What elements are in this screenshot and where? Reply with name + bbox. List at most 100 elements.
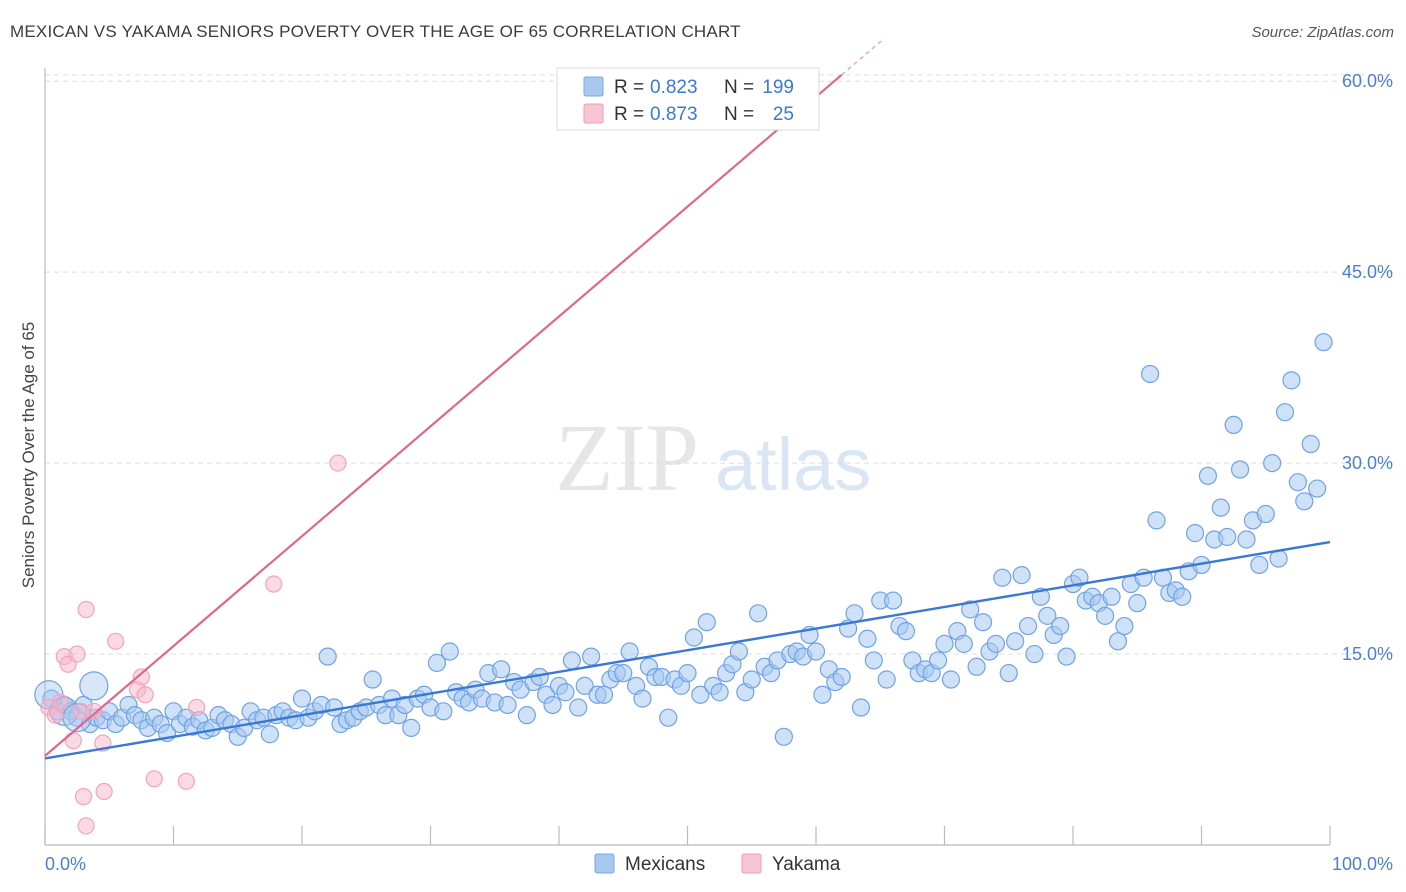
legend-swatch-mexicans <box>583 76 604 97</box>
mexicans-point <box>877 670 896 689</box>
mexicans-point <box>1211 498 1230 517</box>
mexicans-point <box>1006 632 1025 651</box>
y-axis-label: Seniors Poverty Over the Age of 65 <box>19 322 38 588</box>
mexicans-point <box>614 664 633 683</box>
mexicans-point <box>697 613 716 632</box>
mexicans-point <box>961 600 980 619</box>
yakama-point <box>145 770 163 788</box>
x-tick-label-0: 0.0% <box>45 854 86 874</box>
mexicans-point <box>1198 466 1218 485</box>
legend-swatch-yakama <box>583 103 604 124</box>
legend-r-label-2: R = <box>614 104 644 125</box>
mexicans-point <box>1275 403 1295 422</box>
mexicans-point <box>1070 568 1089 587</box>
mexicans-point <box>427 653 447 673</box>
mexicans-point <box>729 642 749 661</box>
yakama-point <box>95 782 113 801</box>
y-tick-label-3: 60.0% <box>1342 71 1393 91</box>
yakama-point <box>136 686 154 704</box>
mexicans-point <box>1018 616 1038 636</box>
mexicans-point <box>1263 454 1282 473</box>
mexicans-point <box>1224 415 1243 435</box>
mexicans-point <box>749 604 768 623</box>
mexicans-point <box>434 702 453 721</box>
yakama-point <box>68 645 86 663</box>
yakama-point <box>85 702 103 720</box>
mexicans-point <box>941 670 961 689</box>
mexicans-point <box>575 676 594 695</box>
source-note: Source: ZipAtlas.com <box>1251 24 1394 41</box>
watermark-zip: ZIP <box>555 404 699 511</box>
bottom-legend-swatch-yakama <box>741 853 762 874</box>
mexicans-point <box>363 670 382 689</box>
legend-n-value-1: 199 <box>762 77 794 98</box>
yakama-point <box>265 575 283 593</box>
mexicans-point <box>1115 616 1134 636</box>
mexicans-point <box>1250 555 1269 575</box>
mexicans-point <box>633 689 652 708</box>
mexicans-point <box>684 628 704 647</box>
mexicans-point <box>858 629 877 648</box>
mexicans-point <box>864 651 883 670</box>
yakama-point <box>177 772 195 790</box>
series-legend: Mexicans Yakama <box>594 853 841 875</box>
mexicans-point <box>1282 371 1301 390</box>
legend-n-label-1: N = <box>724 77 754 98</box>
mexicans-point <box>1102 587 1121 606</box>
y-tick-label-2: 45.0% <box>1342 262 1393 282</box>
mexicans-point <box>1218 527 1237 547</box>
mexicans-point <box>1025 644 1044 664</box>
mexicans-point <box>973 613 993 632</box>
mexicans-point <box>1237 530 1256 549</box>
trend-lines <box>44 39 1331 760</box>
mexicans-point <box>883 591 903 610</box>
mexicans-point <box>710 683 729 702</box>
yakama-point <box>74 788 93 806</box>
yakama-point <box>77 600 95 619</box>
yakama-point <box>107 632 125 650</box>
y-tick-label-1: 30.0% <box>1342 453 1393 473</box>
yakama-point <box>188 698 206 717</box>
mexicans-point <box>1140 364 1160 384</box>
watermark-atlas: atlas <box>715 423 871 506</box>
bottom-legend-label-mexicans: Mexicans <box>625 854 705 875</box>
yakama-point <box>51 693 70 712</box>
mexicans-point <box>1256 504 1275 524</box>
mexicans-point <box>845 604 864 623</box>
mexicans-point <box>562 651 581 670</box>
mexicans-point <box>832 667 851 687</box>
mexicans-trend-line <box>44 540 1331 760</box>
mexicans-point <box>260 725 279 744</box>
mexicans-point <box>967 657 986 676</box>
mexicans-point <box>954 634 973 653</box>
mexicans-point <box>993 568 1012 587</box>
mexicans-point <box>556 683 575 702</box>
yakama-trend-line <box>44 73 843 757</box>
mexicans-point <box>402 718 421 737</box>
mexicans-point <box>492 660 511 679</box>
mexicans-point <box>517 706 536 725</box>
yakama-trend-extension <box>841 39 884 76</box>
legend-r-value-2: 0.873 <box>650 104 698 125</box>
mexicans-point <box>1147 511 1166 530</box>
legend-n-value-2: 25 <box>773 104 794 125</box>
mexicans-point <box>935 634 954 653</box>
y-tick-label-0: 15.0% <box>1342 644 1393 664</box>
mexicans-point <box>1308 479 1327 498</box>
mexicans-points <box>34 333 1333 746</box>
mexicans-point <box>774 727 793 746</box>
mexicans-point <box>440 642 459 661</box>
mexicans-point <box>79 671 109 701</box>
mexicans-point <box>851 698 871 717</box>
mexicans-point <box>678 664 697 683</box>
mexicans-point <box>1295 492 1314 511</box>
mexicans-point <box>691 685 710 704</box>
mexicans-point <box>806 642 826 661</box>
mexicans-point <box>1185 524 1205 543</box>
yakama-points <box>40 75 767 835</box>
mexicans-point <box>543 695 562 715</box>
chart-title: MEXICAN VS YAKAMA SENIORS POVERTY OVER T… <box>10 22 741 41</box>
yakama-point <box>64 732 82 750</box>
mexicans-point <box>928 651 948 670</box>
